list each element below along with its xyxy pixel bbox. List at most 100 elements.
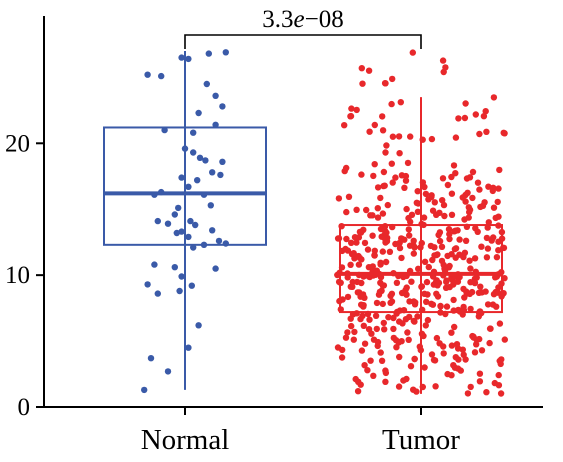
data-point — [392, 174, 399, 181]
data-point — [492, 214, 499, 222]
data-point — [474, 228, 481, 235]
tick-layer: 0 10 20 Normal Tumor — [5, 130, 460, 456]
x-category-label: Tumor — [382, 424, 460, 456]
data-point — [404, 329, 411, 336]
data-point — [217, 171, 224, 179]
x-category-label: Normal — [141, 424, 230, 456]
data-point — [431, 357, 439, 364]
data-point — [421, 290, 428, 297]
data-point — [469, 168, 477, 176]
data-point — [187, 217, 194, 225]
y-tick-label: 10 — [5, 262, 30, 289]
data-point — [421, 183, 428, 191]
data-point — [459, 346, 466, 353]
data-point — [371, 161, 378, 168]
data-point — [348, 322, 355, 330]
data-point — [194, 177, 201, 184]
data-point — [158, 72, 165, 80]
data-point — [452, 134, 460, 141]
data-point — [377, 261, 384, 268]
data-point — [433, 334, 441, 342]
data-point — [395, 133, 403, 140]
data-point — [164, 220, 172, 227]
data-point — [446, 230, 453, 238]
data-point — [431, 199, 438, 206]
data-point — [446, 235, 453, 243]
data-point — [403, 375, 410, 383]
data-point — [357, 315, 364, 323]
data-point — [418, 330, 426, 337]
data-point — [435, 279, 443, 287]
data-point — [347, 261, 354, 268]
data-point — [178, 54, 185, 61]
data-point — [428, 351, 436, 358]
data-point — [427, 242, 435, 250]
data-point — [463, 290, 471, 297]
data-point — [374, 184, 382, 191]
data-point — [390, 314, 397, 322]
data-point — [452, 354, 459, 361]
data-point — [357, 229, 365, 236]
data-point — [419, 383, 426, 391]
data-point — [175, 204, 182, 212]
data-point — [390, 325, 397, 333]
data-point — [441, 212, 448, 220]
data-point — [422, 322, 429, 329]
data-point — [470, 334, 477, 341]
data-point — [389, 133, 397, 140]
data-point — [171, 211, 178, 218]
data-point — [202, 157, 209, 164]
data-point — [370, 172, 377, 180]
data-point — [387, 292, 394, 299]
data-point — [190, 129, 197, 136]
data-point — [382, 369, 390, 377]
p-value-label: 3.3e−08 — [262, 6, 343, 33]
data-point — [466, 257, 473, 264]
data-point — [212, 92, 219, 100]
data-point — [410, 317, 417, 325]
data-point — [486, 339, 493, 347]
data-point — [476, 130, 483, 138]
data-point — [393, 279, 401, 286]
data-point — [483, 389, 490, 396]
data-point — [405, 336, 412, 343]
data-point — [462, 100, 469, 107]
data-point — [380, 282, 388, 289]
data-point — [414, 188, 421, 195]
data-point — [178, 174, 185, 181]
data-point — [212, 265, 219, 272]
data-point — [482, 288, 489, 295]
data-point — [442, 64, 449, 71]
data-point — [444, 252, 451, 260]
data-point — [436, 209, 443, 216]
data-point — [335, 195, 343, 202]
data-point — [484, 301, 492, 308]
data-point — [495, 185, 502, 192]
data-point — [384, 201, 391, 209]
data-point — [418, 220, 425, 228]
data-point — [350, 336, 357, 343]
data-point — [344, 329, 351, 336]
data-point — [409, 49, 416, 56]
data-point — [358, 279, 365, 287]
data-point — [495, 247, 502, 254]
data-point — [385, 314, 392, 321]
data-point — [406, 242, 414, 249]
data-point — [379, 248, 386, 255]
data-point — [451, 323, 458, 331]
data-point — [415, 200, 422, 207]
data-point — [414, 313, 421, 320]
data-point — [496, 320, 504, 327]
data-point — [451, 364, 459, 371]
data-point — [358, 347, 366, 354]
data-point — [339, 346, 346, 354]
data-point — [478, 347, 486, 354]
data-point — [181, 145, 189, 152]
data-point — [464, 189, 471, 196]
data-point — [462, 237, 470, 244]
data-point — [178, 228, 185, 235]
data-point — [178, 273, 185, 280]
data-point — [144, 71, 151, 78]
data-point — [396, 244, 404, 252]
data-point — [478, 243, 485, 250]
